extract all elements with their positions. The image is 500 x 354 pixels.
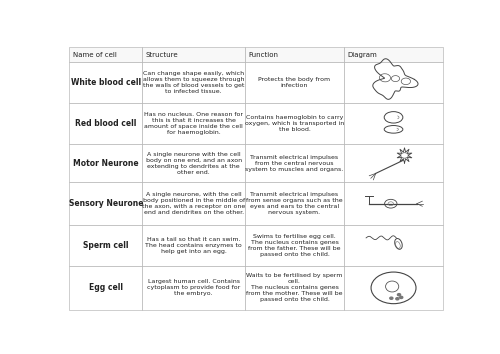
- Text: Sperm cell: Sperm cell: [83, 241, 128, 250]
- Text: Motor Neurone: Motor Neurone: [73, 159, 138, 167]
- Bar: [344, 144, 443, 182]
- Text: Waits to be fertilised by sperm
cell.
The nucleus contains genes
from the mother: Waits to be fertilised by sperm cell. Th…: [246, 273, 343, 302]
- Bar: [142, 62, 245, 103]
- Bar: [245, 225, 344, 266]
- Bar: [70, 144, 142, 182]
- Bar: [70, 47, 142, 62]
- Circle shape: [400, 296, 403, 298]
- Text: Structure: Structure: [146, 52, 178, 58]
- Bar: [344, 103, 443, 144]
- Bar: [344, 225, 443, 266]
- Text: Name of cell: Name of cell: [72, 52, 117, 58]
- Bar: [70, 62, 142, 103]
- Text: Red blood cell: Red blood cell: [75, 119, 136, 128]
- Bar: [344, 266, 443, 310]
- Circle shape: [390, 297, 393, 299]
- Text: Protects the body from
infection: Protects the body from infection: [258, 77, 330, 88]
- Bar: [142, 266, 245, 310]
- Bar: [142, 144, 245, 182]
- Bar: [142, 182, 245, 225]
- Text: Transmit electrical impulses
from sense organs such as the
eyes and ears to the : Transmit electrical impulses from sense …: [246, 192, 343, 215]
- Text: Function: Function: [248, 52, 278, 58]
- Bar: [344, 62, 443, 103]
- Text: Sensory Neurone: Sensory Neurone: [68, 199, 143, 208]
- Text: A single neurone, with the cell
body positioned in the middle of
the axon, with : A single neurone, with the cell body pos…: [142, 192, 246, 215]
- Text: Egg cell: Egg cell: [89, 283, 123, 292]
- Circle shape: [396, 298, 399, 300]
- Text: Contains haemoglobin to carry
oxygen, which is transported in
the blood.: Contains haemoglobin to carry oxygen, wh…: [245, 115, 344, 132]
- Bar: [344, 47, 443, 62]
- Bar: [245, 47, 344, 62]
- Circle shape: [398, 293, 400, 296]
- Bar: [70, 182, 142, 225]
- Bar: [245, 103, 344, 144]
- Text: Diagram: Diagram: [347, 52, 377, 58]
- Text: Transmit electrical impulses
from the central nervous
system to muscles and orga: Transmit electrical impulses from the ce…: [246, 155, 344, 172]
- Bar: [245, 266, 344, 310]
- Text: Has a tail so that it can swim.
The head contains enzymes to
help get into an eg: Has a tail so that it can swim. The head…: [146, 237, 242, 254]
- Bar: [245, 62, 344, 103]
- Bar: [70, 103, 142, 144]
- Text: Can change shape easily, which
allows them to squeeze through
the walls of blood: Can change shape easily, which allows th…: [143, 71, 244, 94]
- Text: White blood cell: White blood cell: [71, 78, 141, 87]
- Text: A single neurone with the cell
body on one end, and an axon
extending to dendrit: A single neurone with the cell body on o…: [146, 152, 242, 175]
- Bar: [142, 103, 245, 144]
- Bar: [245, 182, 344, 225]
- Bar: [245, 144, 344, 182]
- Bar: [70, 266, 142, 310]
- Text: Swims to fertilise egg cell.
The nucleus contains genes
from the father. These w: Swims to fertilise egg cell. The nucleus…: [248, 234, 341, 257]
- Text: Has no nucleus. One reason for
this is that it increases the
amount of space ins: Has no nucleus. One reason for this is t…: [144, 112, 243, 135]
- Bar: [142, 47, 245, 62]
- Bar: [344, 182, 443, 225]
- Bar: [70, 225, 142, 266]
- Text: Largest human cell. Contains
cytoplasm to provide food for
the embryo.: Largest human cell. Contains cytoplasm t…: [147, 279, 240, 296]
- Bar: [142, 225, 245, 266]
